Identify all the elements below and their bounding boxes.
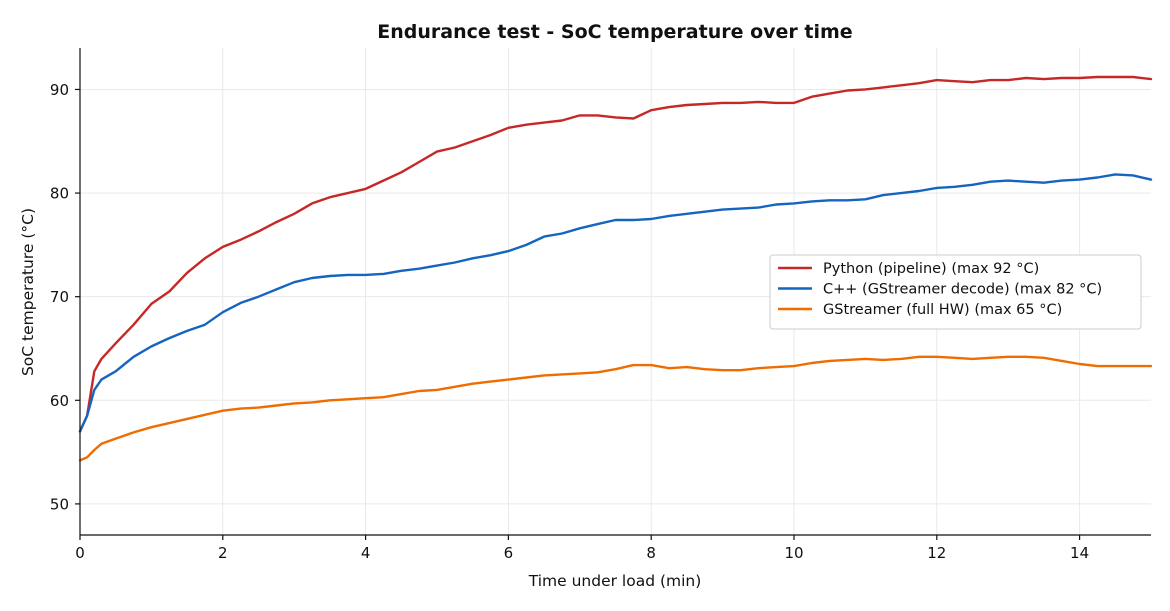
x-tick-label: 8: [646, 544, 656, 562]
legend: Python (pipeline) (max 92 °C) C++ (GStrea…: [769, 254, 1142, 330]
legend-box: [769, 254, 1142, 330]
x-tick-label: 4: [361, 544, 371, 562]
x-axis-label: Time under load (min): [528, 572, 702, 590]
y-tick-label: 60: [50, 392, 69, 410]
y-tick-label: 90: [50, 81, 69, 99]
axes: [79, 48, 1151, 536]
x-tick-label: 0: [75, 544, 85, 562]
x-tick-label: 14: [1070, 544, 1089, 562]
x-tick-label: 10: [784, 544, 803, 562]
chart-title: Endurance test - SoC temperature over ti…: [377, 21, 852, 43]
x-tick-label: 2: [218, 544, 228, 562]
y-tick-label: 50: [50, 495, 69, 513]
series-line-1: [78, 173, 1153, 433]
y-tick-label: 80: [50, 185, 69, 203]
y-axis-label: SoC temperature (°C): [19, 208, 37, 376]
y-tick-label: 70: [50, 288, 69, 306]
legend-entry-0: Python (pipeline) (max 92 °C): [823, 261, 1039, 277]
x-tick-label: 12: [927, 544, 946, 562]
legend-entry-2: GStreamer (full HW) (max 65 °C): [823, 302, 1062, 318]
series-layer: [78, 75, 1153, 462]
ticks: 0 2 4 6 8 10 12 14 50 60 70 80 90: [50, 81, 1089, 562]
series-line-0: [78, 75, 1153, 433]
x-tick-label: 6: [504, 544, 514, 562]
legend-entry-1: C++ (GStreamer decode) (max 82 °C): [823, 282, 1102, 298]
series-line-2: [78, 355, 1153, 462]
